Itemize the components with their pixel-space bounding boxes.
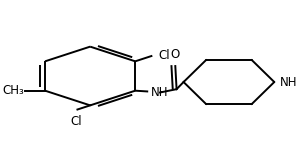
Text: NH: NH bbox=[151, 86, 169, 99]
Text: NH: NH bbox=[280, 76, 297, 88]
Text: CH₃: CH₃ bbox=[2, 84, 24, 97]
Text: O: O bbox=[171, 48, 180, 61]
Text: Cl: Cl bbox=[70, 115, 82, 128]
Text: Cl: Cl bbox=[158, 49, 170, 62]
